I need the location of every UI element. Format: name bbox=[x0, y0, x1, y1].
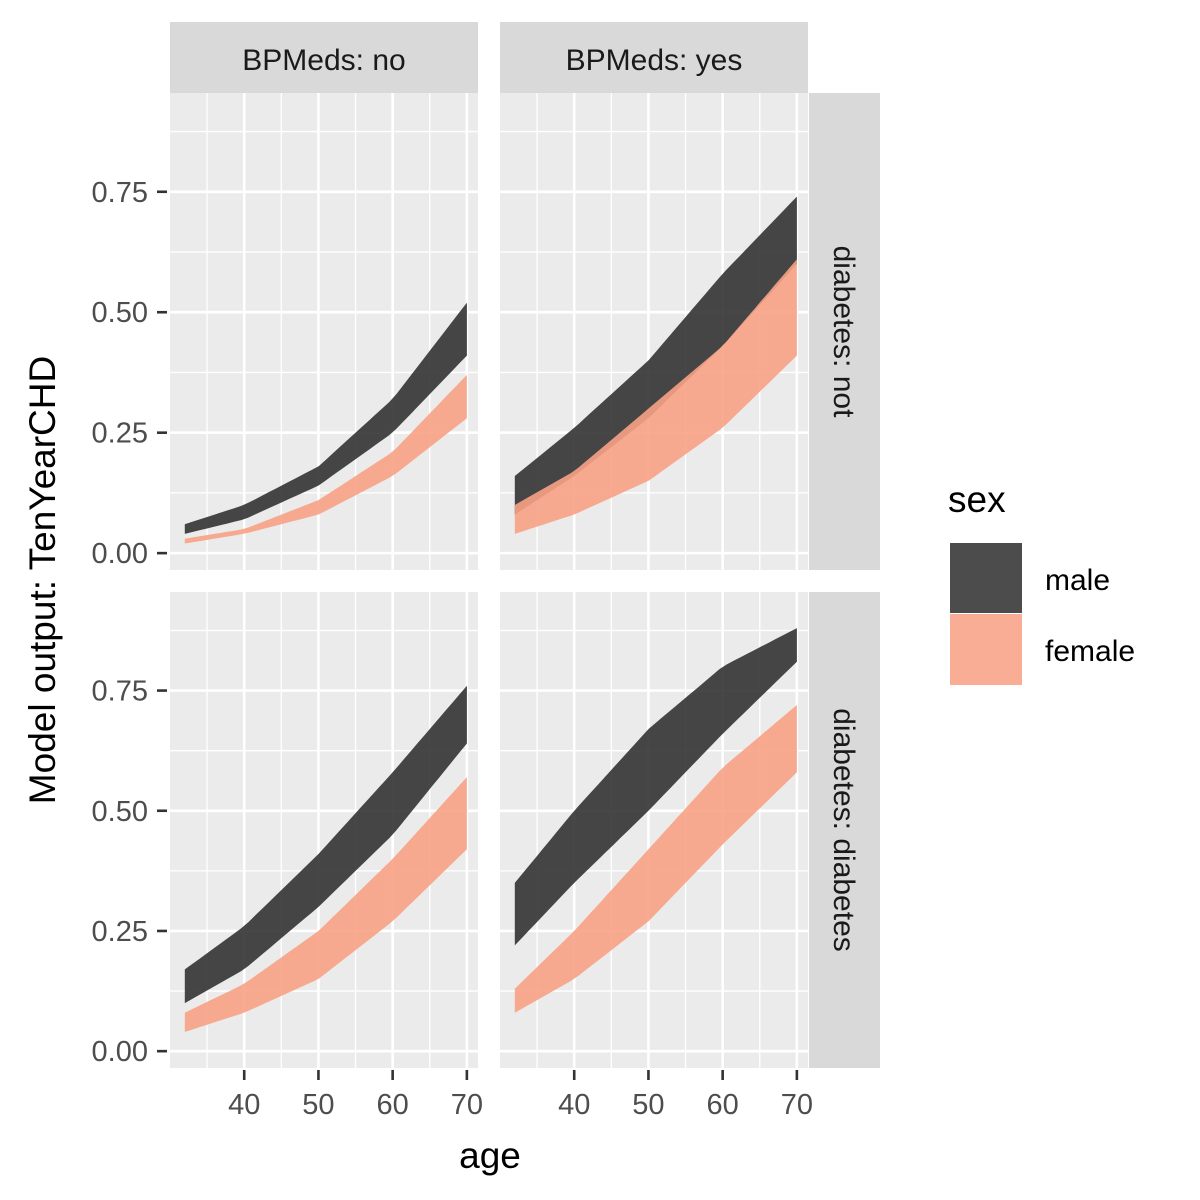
x-tick-label: 40 bbox=[228, 1089, 260, 1121]
y-tick-label: 0.00 bbox=[92, 1036, 148, 1068]
panel-r0-c0 bbox=[170, 93, 478, 570]
legend: sex male female bbox=[948, 479, 1135, 685]
ribbon-male bbox=[184, 685, 467, 1004]
legend-key-female bbox=[950, 614, 1022, 685]
panels-layer bbox=[170, 93, 808, 1068]
col-strip-label: BPMeds: no bbox=[242, 44, 405, 77]
strip-background bbox=[809, 592, 880, 1068]
ribbon-male bbox=[514, 628, 797, 946]
x-tick-label: 60 bbox=[707, 1089, 739, 1121]
x-tick-label: 50 bbox=[632, 1089, 664, 1121]
legend-key-male bbox=[950, 543, 1022, 613]
legend-title: sex bbox=[948, 479, 1006, 520]
panel-r1-c0 bbox=[170, 592, 478, 1068]
strip-background bbox=[809, 93, 880, 570]
strip-background bbox=[170, 22, 478, 93]
panel-r0-c1 bbox=[500, 93, 808, 570]
x-axis-title: age bbox=[459, 1135, 521, 1176]
x-tick-label: 60 bbox=[377, 1089, 409, 1121]
axes-layer: 0.00 0.25 0.50 0.75 0.00 0.25 0.50 0.75 40 50 60 70… bbox=[92, 177, 813, 1121]
ribbon-female bbox=[184, 777, 467, 1032]
y-axis-title: Model output: TenYearCHD bbox=[22, 356, 63, 804]
panel-background bbox=[170, 93, 478, 570]
y-tick-label: 0.25 bbox=[92, 418, 148, 450]
x-tick-label: 70 bbox=[451, 1089, 483, 1121]
strip-background bbox=[500, 22, 808, 93]
legend-label-male: male bbox=[1045, 564, 1110, 597]
ribbon-female bbox=[184, 374, 467, 544]
y-tick-label: 0.75 bbox=[92, 676, 148, 708]
col-strip-label: BPMeds: yes bbox=[566, 44, 743, 77]
y-tick-label: 0.25 bbox=[92, 916, 148, 948]
col-strip-1: BPMeds: yes bbox=[500, 22, 808, 93]
y-tick-label: 0.75 bbox=[92, 177, 148, 209]
ribbon-female bbox=[514, 259, 797, 534]
panel-r1-c1 bbox=[500, 592, 808, 1068]
strips-layer: BPMeds: no BPMeds: yes diabetes: not diabet… bbox=[170, 22, 880, 1068]
row-strip-label: diabetes: diabetes bbox=[827, 708, 860, 952]
row-strip-label: diabetes: not bbox=[827, 246, 860, 418]
x-tick-label: 40 bbox=[558, 1089, 590, 1121]
ribbon-male bbox=[514, 196, 797, 515]
legend-label-female: female bbox=[1045, 635, 1135, 668]
col-strip-0: BPMeds: no bbox=[170, 22, 478, 93]
y-tick-label: 0.50 bbox=[92, 297, 148, 329]
ribbon-female bbox=[514, 705, 797, 1013]
y-tick-label: 0.00 bbox=[92, 538, 148, 570]
y-tick-label: 0.50 bbox=[92, 796, 148, 828]
x-tick-label: 50 bbox=[302, 1089, 334, 1121]
x-tick-label: 70 bbox=[781, 1089, 813, 1121]
row-strip-0: diabetes: not bbox=[809, 93, 880, 570]
row-strip-1: diabetes: diabetes bbox=[809, 592, 880, 1068]
